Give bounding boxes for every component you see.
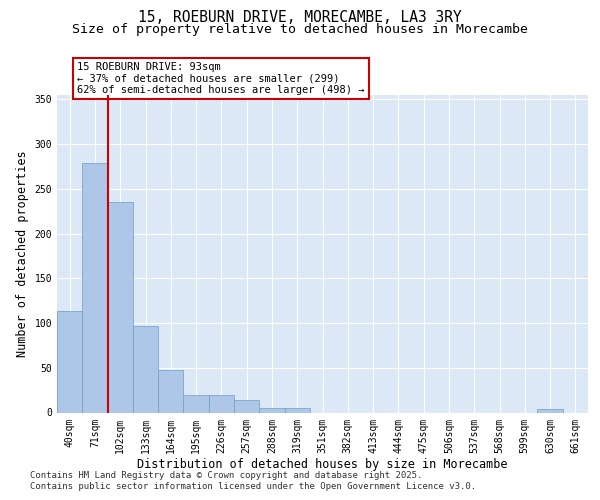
Text: 15 ROEBURN DRIVE: 93sqm
← 37% of detached houses are smaller (299)
62% of semi-d: 15 ROEBURN DRIVE: 93sqm ← 37% of detache…: [77, 62, 365, 95]
Bar: [184, 394, 209, 412]
Text: Size of property relative to detached houses in Morecambe: Size of property relative to detached ho…: [72, 22, 528, 36]
Y-axis label: Number of detached properties: Number of detached properties: [16, 150, 29, 357]
Text: 15, ROEBURN DRIVE, MORECAMBE, LA3 3RY: 15, ROEBURN DRIVE, MORECAMBE, LA3 3RY: [138, 10, 462, 25]
Bar: [259, 408, 284, 412]
Text: Contains HM Land Registry data © Crown copyright and database right 2025.: Contains HM Land Registry data © Crown c…: [30, 471, 422, 480]
Bar: [133, 326, 158, 412]
Bar: [284, 408, 310, 412]
Bar: [538, 409, 563, 412]
Bar: [107, 202, 133, 412]
Bar: [82, 163, 107, 412]
Bar: [158, 370, 184, 412]
Bar: [234, 400, 259, 412]
X-axis label: Distribution of detached houses by size in Morecambe: Distribution of detached houses by size …: [137, 458, 508, 471]
Text: Contains public sector information licensed under the Open Government Licence v3: Contains public sector information licen…: [30, 482, 476, 491]
Bar: [57, 312, 82, 412]
Bar: [209, 394, 234, 412]
